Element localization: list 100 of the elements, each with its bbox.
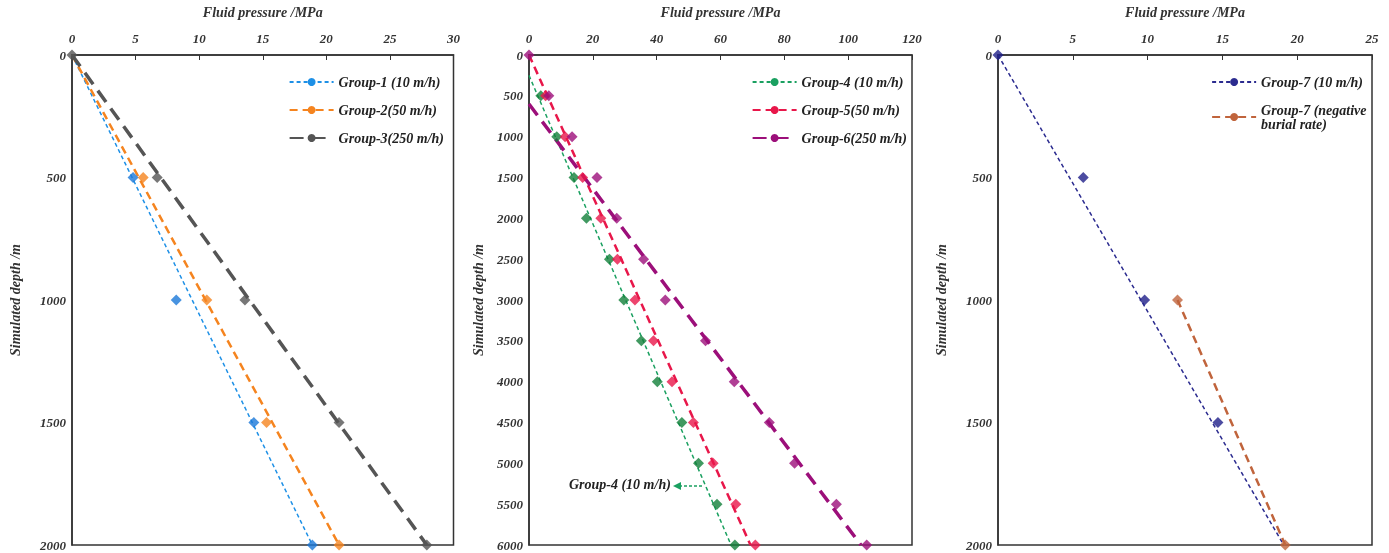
x-tick-label: 10: [1141, 31, 1155, 46]
point: [248, 417, 260, 428]
point: [523, 49, 535, 61]
point: [306, 539, 318, 551]
y-tick-label: 1000: [497, 129, 524, 145]
point: [1139, 294, 1151, 306]
point: [239, 294, 251, 306]
x-tick-label: 5: [132, 31, 140, 46]
point: [728, 376, 740, 388]
point: [651, 376, 663, 388]
legend-label: Group-7 (10 m/h): [1261, 74, 1364, 91]
point: [763, 417, 775, 428]
point: [611, 212, 623, 224]
point: [992, 49, 1004, 61]
point: [700, 335, 711, 347]
point: [629, 294, 641, 306]
y-tick-label: 2000: [496, 210, 524, 226]
point: [421, 539, 433, 551]
x-tick-label: 20: [585, 31, 600, 46]
point: [1212, 417, 1224, 428]
point: [580, 212, 592, 224]
y-axis-title: Simulated depth /m: [470, 243, 486, 357]
point: [707, 457, 719, 469]
x-tick-label: 80: [777, 31, 792, 46]
y-tick-label: 500: [46, 170, 67, 185]
y-tick-label: 4000: [496, 374, 524, 390]
y-tick-label: 6000: [497, 537, 524, 553]
point: [635, 335, 647, 347]
x-tick-label: 20: [1289, 31, 1305, 46]
legend-label: Group-5(50 m/h): [801, 102, 901, 119]
point: [749, 539, 761, 551]
point: [729, 539, 741, 551]
point: [333, 417, 345, 428]
y-tick-label: 0: [516, 47, 524, 63]
x-tick-label: 40: [649, 31, 664, 46]
x-tick-label: 15: [256, 31, 270, 46]
y-tick-label: 2000: [39, 537, 67, 553]
legend-label: Group-3(250 m/h): [338, 130, 445, 147]
y-tick-label: 0: [985, 47, 993, 63]
point: [730, 498, 742, 510]
point: [611, 253, 623, 265]
point: [659, 294, 671, 306]
point: [830, 498, 842, 510]
point: [591, 172, 603, 183]
x-axis-title: Fluid pressure /MPa: [659, 4, 781, 20]
x-tick-label: 10: [192, 31, 207, 46]
legend-label: Group-1 (10 m/h): [338, 74, 441, 91]
legend-label: Group-7 (negative burial rate): [1261, 102, 1371, 133]
x-tick-label: 60: [714, 31, 728, 46]
point: [676, 417, 688, 428]
x-tick-label: 5: [1069, 31, 1077, 46]
point: [1172, 294, 1184, 306]
x-axis-title: Fluid pressure /MPa: [201, 4, 323, 20]
point: [595, 212, 607, 224]
legend-label: Group-2(50 m/h): [338, 102, 438, 119]
y-tick-label: 2000: [965, 537, 993, 553]
y-tick-label: 5500: [497, 496, 524, 512]
point: [170, 294, 182, 306]
point: [666, 376, 678, 388]
x-tick-label: 25: [382, 31, 397, 46]
x-tick-label: 120: [902, 31, 923, 46]
point: [711, 498, 723, 510]
y-tick-label: 1500: [497, 170, 524, 185]
y-tick-label: 1000: [966, 292, 993, 308]
y-tick-label: 500: [972, 170, 993, 185]
annotation: Group-4 (10 m/h): [568, 477, 671, 494]
point: [137, 172, 149, 183]
point: [1279, 539, 1291, 551]
point: [566, 131, 578, 143]
x-tick-label: 20: [318, 31, 334, 46]
legend-label: Group-6(250 m/h): [801, 130, 908, 147]
point: [603, 253, 615, 265]
point: [618, 294, 630, 306]
point: [638, 253, 650, 265]
y-tick-label: 1500: [40, 415, 67, 430]
y-tick-label: 3000: [496, 292, 524, 308]
point: [127, 172, 139, 183]
y-tick-label: 5000: [497, 455, 524, 471]
x-tick-label: 25: [1364, 31, 1379, 46]
point: [66, 49, 78, 61]
point: [151, 172, 163, 183]
y-tick-label: 2500: [496, 251, 524, 267]
y-tick-label: 500: [503, 88, 524, 104]
y-tick-label: 3500: [496, 333, 524, 349]
y-axis-title: Simulated depth /m: [7, 243, 23, 357]
x-tick-label: 30: [446, 31, 461, 46]
x-tick-label: 15: [1215, 31, 1230, 46]
y-tick-label: 0: [59, 47, 67, 63]
y-tick-label: 1500: [966, 415, 993, 430]
y-axis-title: Simulated depth /m: [933, 243, 949, 357]
point: [333, 539, 345, 551]
x-axis-title: Fluid pressure /MPa: [1124, 4, 1245, 20]
y-tick-label: 1000: [40, 292, 67, 308]
point: [1077, 172, 1089, 183]
point: [261, 417, 273, 428]
point: [551, 131, 563, 143]
point: [861, 539, 873, 551]
point: [687, 417, 699, 428]
point: [201, 294, 213, 306]
point: [568, 172, 580, 183]
